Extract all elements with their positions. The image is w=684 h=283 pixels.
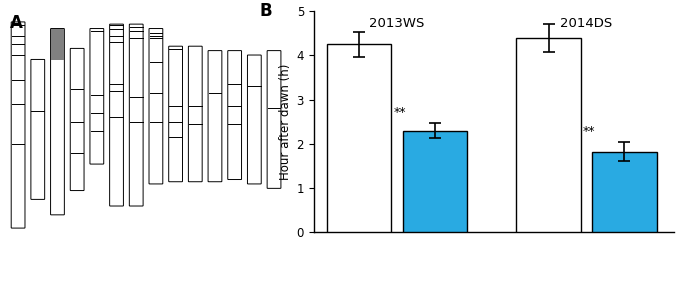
FancyBboxPatch shape bbox=[169, 46, 183, 182]
FancyBboxPatch shape bbox=[109, 24, 123, 206]
FancyBboxPatch shape bbox=[149, 29, 163, 184]
FancyBboxPatch shape bbox=[228, 51, 241, 179]
Bar bbox=[403, 130, 467, 232]
FancyBboxPatch shape bbox=[267, 51, 281, 188]
FancyBboxPatch shape bbox=[90, 29, 104, 164]
FancyBboxPatch shape bbox=[129, 24, 143, 206]
FancyBboxPatch shape bbox=[248, 55, 261, 184]
FancyBboxPatch shape bbox=[188, 46, 202, 182]
Text: **: ** bbox=[393, 106, 406, 119]
FancyBboxPatch shape bbox=[11, 22, 25, 228]
Y-axis label: Hour after dawn (h): Hour after dawn (h) bbox=[279, 63, 292, 180]
FancyBboxPatch shape bbox=[208, 51, 222, 182]
Text: 2014DS: 2014DS bbox=[560, 17, 613, 30]
FancyBboxPatch shape bbox=[70, 48, 84, 190]
Bar bbox=[327, 44, 391, 232]
Bar bbox=[516, 38, 581, 232]
Bar bbox=[592, 152, 657, 232]
Text: A: A bbox=[10, 14, 23, 31]
Text: B: B bbox=[260, 3, 272, 20]
Text: **: ** bbox=[583, 125, 596, 138]
FancyBboxPatch shape bbox=[51, 29, 64, 215]
Bar bbox=[51, 29, 64, 60]
Text: 2013WS: 2013WS bbox=[369, 17, 425, 30]
FancyBboxPatch shape bbox=[31, 59, 44, 200]
